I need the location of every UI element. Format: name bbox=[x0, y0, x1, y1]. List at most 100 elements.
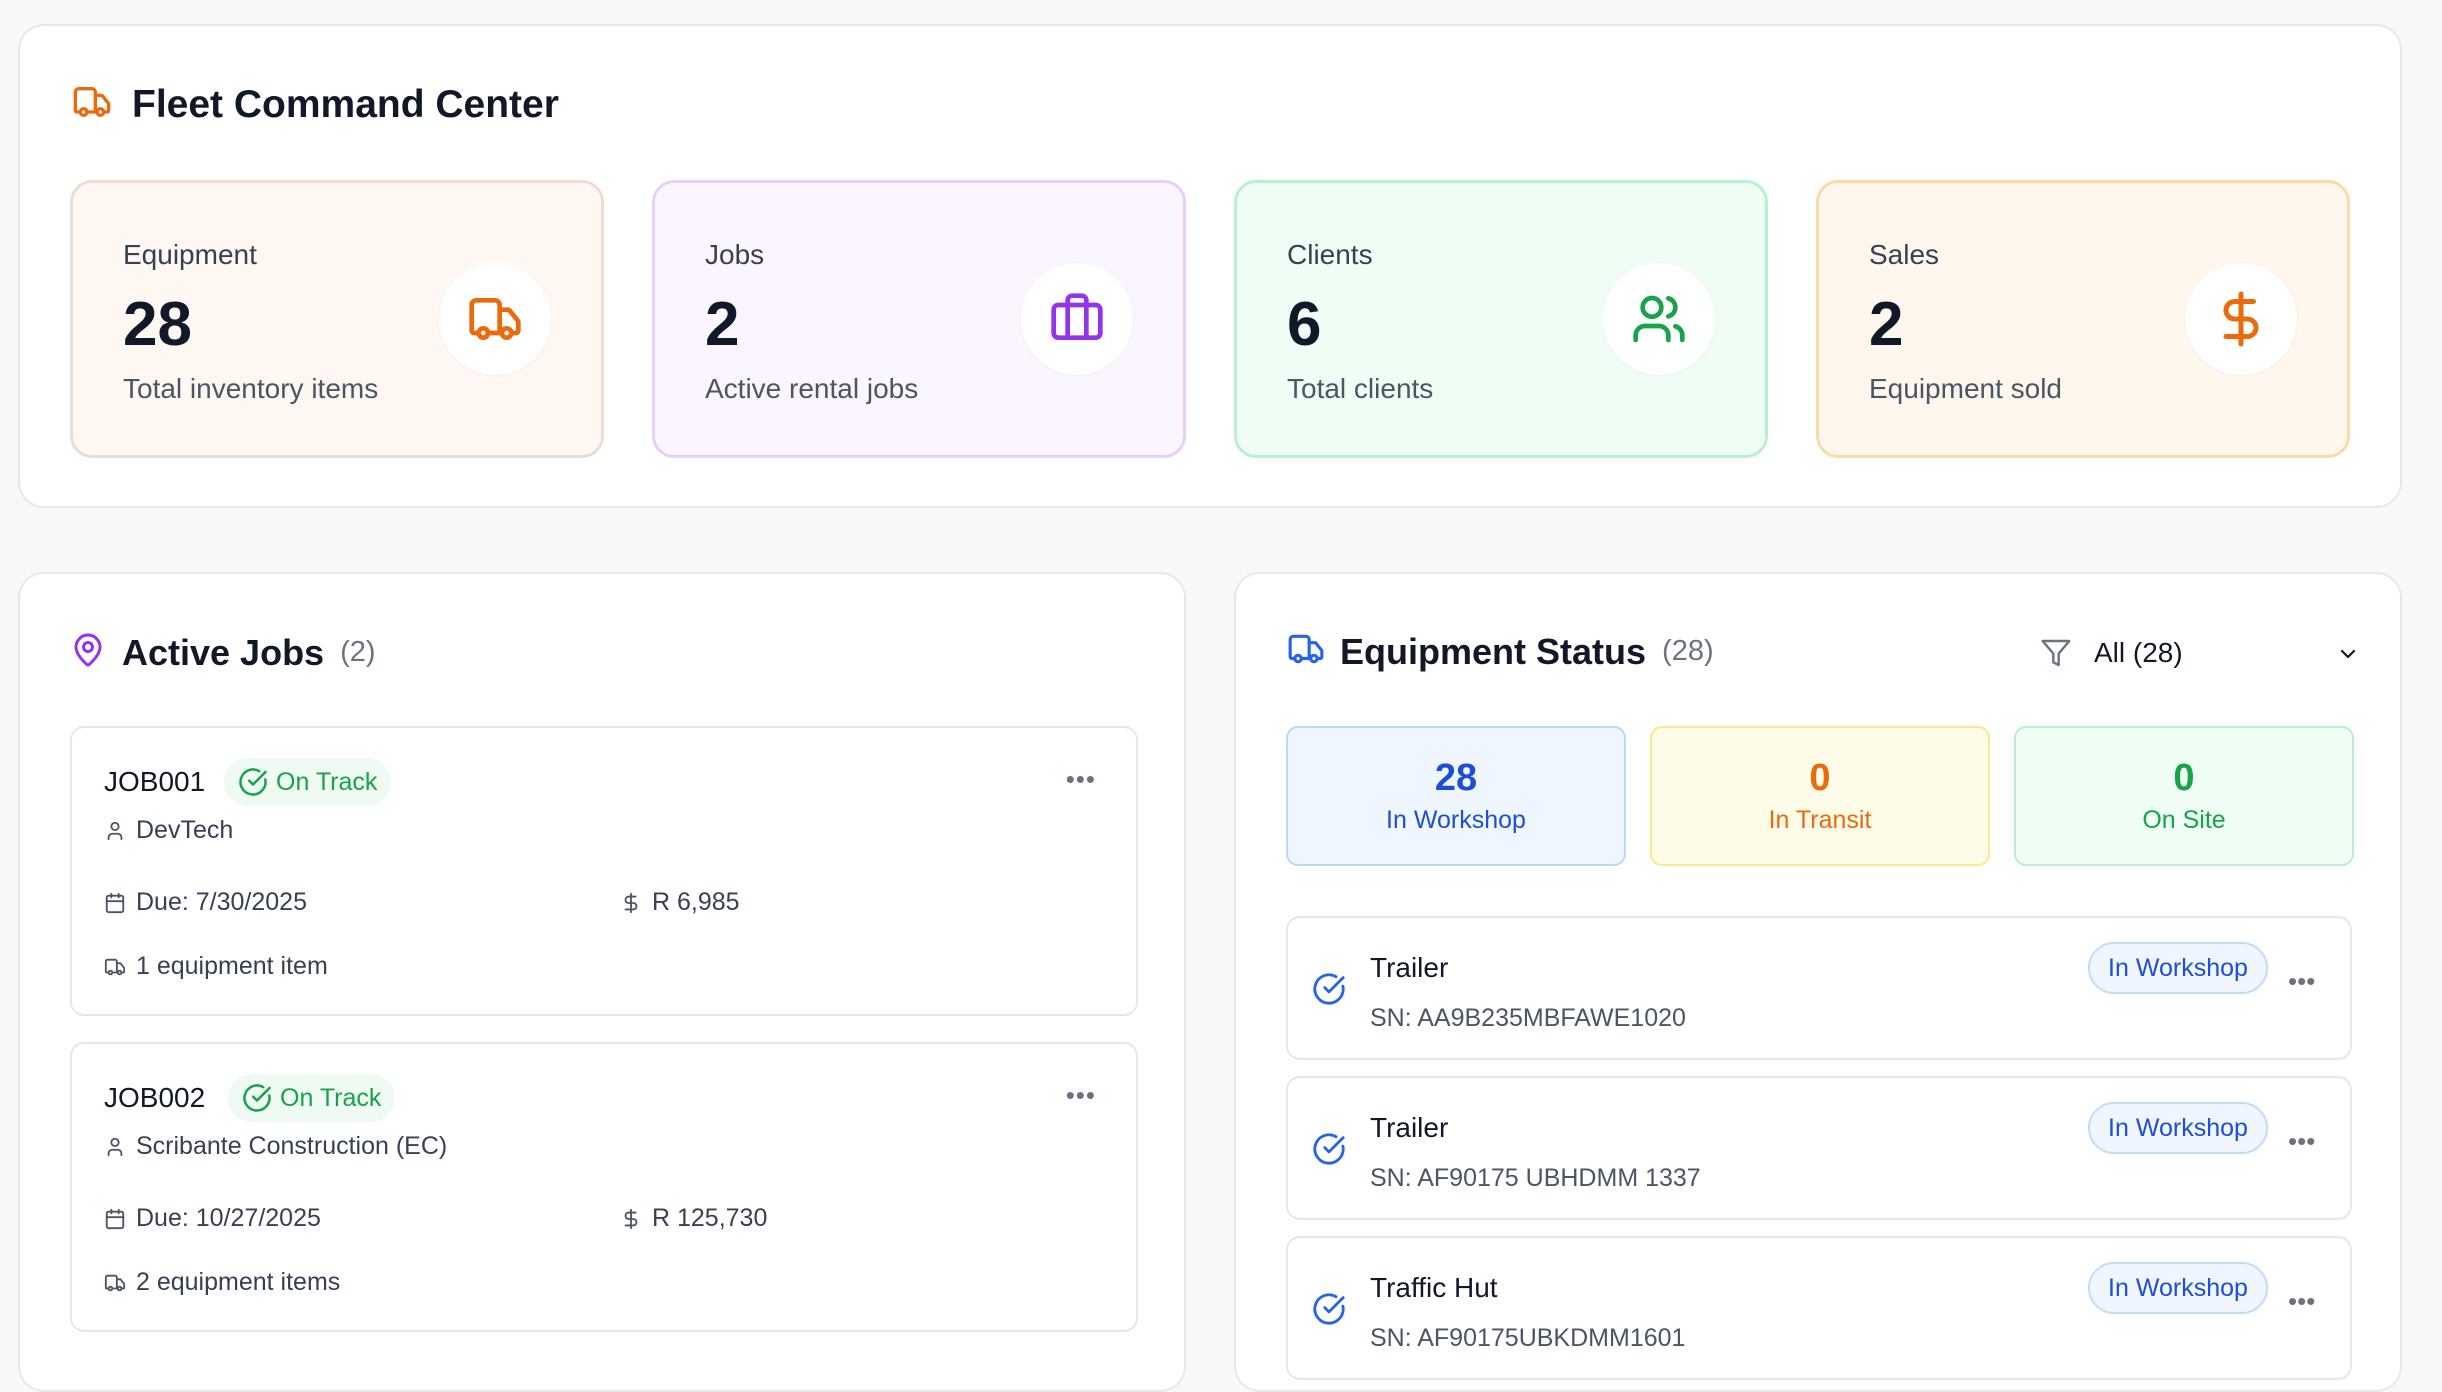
equipment-name: Traffic Hut bbox=[1370, 1272, 1498, 1303]
stat-value: 2 bbox=[1869, 290, 1904, 359]
equipment-status-panel: Equipment Status (28) All (28) 28 In Wor… bbox=[1234, 572, 2402, 1392]
briefcase-icon bbox=[1021, 263, 1133, 375]
truck-icon bbox=[1286, 630, 1326, 673]
job-equipment: 1 equipment item bbox=[104, 952, 328, 981]
status-badge: On Track bbox=[224, 758, 392, 806]
status-badge: In Workshop bbox=[2088, 1102, 2268, 1154]
job-id: JOB002 bbox=[104, 1082, 206, 1113]
stat-value: 2 bbox=[705, 290, 740, 359]
active-jobs-panel: Active Jobs (2) JOB001 On Track ••• DevT… bbox=[18, 572, 1186, 1392]
job-equipment-count: 2 equipment items bbox=[136, 1268, 341, 1296]
active-jobs-header: Active Jobs (2) bbox=[70, 630, 376, 675]
summary-in-transit[interactable]: 0 In Transit bbox=[1650, 726, 1990, 866]
more-options-button[interactable]: ••• bbox=[2288, 1286, 2316, 1316]
truck-icon bbox=[104, 1274, 126, 1291]
equipment-row[interactable]: Trailer SN: AF90175 UBHDMM 1337 In Works… bbox=[1286, 1076, 2352, 1220]
more-options-button[interactable]: ••• bbox=[1065, 764, 1096, 794]
user-icon bbox=[107, 821, 123, 840]
summary-count: 0 bbox=[1809, 757, 1831, 799]
job-card[interactable]: JOB002 On Track ••• Scribante Constructi… bbox=[70, 1042, 1138, 1332]
equipment-serial: SN: AF90175UBKDMM1601 bbox=[1370, 1324, 1686, 1352]
check-circle-icon bbox=[243, 1084, 271, 1112]
summary-on-site[interactable]: 0 On Site bbox=[2014, 726, 2354, 866]
equipment-serial: SN: AA9B235MBFAWE1020 bbox=[1370, 1004, 1686, 1032]
status-badge: In Workshop bbox=[2088, 942, 2268, 994]
chevron-down-icon bbox=[2340, 649, 2356, 659]
stat-value: 6 bbox=[1287, 290, 1322, 359]
stat-card-equipment[interactable]: Equipment 28 Total inventory items bbox=[70, 180, 604, 458]
check-circle-icon bbox=[239, 768, 267, 796]
job-equipment-count: 1 equipment item bbox=[136, 952, 328, 980]
equipment-status-title: Equipment Status bbox=[1340, 630, 1647, 672]
equipment-row[interactable]: Trailer SN: AA9B235MBFAWE1020 In Worksho… bbox=[1286, 916, 2352, 1060]
active-jobs-title: Active Jobs bbox=[122, 631, 325, 673]
summary-count: 28 bbox=[1434, 757, 1478, 799]
job-client: DevTech bbox=[104, 816, 233, 845]
job-equipment: 2 equipment items bbox=[104, 1268, 340, 1297]
stat-label: Clients bbox=[1287, 239, 1373, 270]
dollar-icon bbox=[2185, 263, 2297, 375]
check-circle-icon bbox=[1313, 1133, 1345, 1165]
stat-card-sales[interactable]: Sales 2 Equipment sold bbox=[1816, 180, 2350, 458]
stat-subtitle: Total clients bbox=[1287, 373, 1434, 404]
truck-icon bbox=[439, 263, 551, 375]
dollar-icon bbox=[624, 1208, 638, 1229]
truck-icon bbox=[104, 958, 126, 975]
dollar-icon bbox=[624, 892, 638, 913]
job-amount-value: R 6,985 bbox=[652, 888, 740, 916]
job-due-date: Due: 10/27/2025 bbox=[136, 1204, 321, 1232]
stat-subtitle: Equipment sold bbox=[1869, 373, 2063, 404]
status-badge: On Track bbox=[228, 1074, 396, 1122]
stat-label: Equipment bbox=[123, 239, 257, 270]
job-due-date: Due: 7/30/2025 bbox=[136, 888, 307, 916]
map-pin-icon bbox=[70, 630, 106, 675]
equipment-name: Trailer bbox=[1370, 952, 1449, 983]
job-due: Due: 7/30/2025 bbox=[104, 888, 307, 917]
status-filter-value: All (28) bbox=[2094, 637, 2183, 668]
equipment-serial: SN: AF90175 UBHDMM 1337 bbox=[1370, 1164, 1701, 1192]
stat-value: 28 bbox=[123, 290, 192, 359]
summary-label: On Site bbox=[2142, 806, 2226, 834]
overview-panel: Fleet Command Center Equipment 28 Total … bbox=[18, 24, 2402, 508]
truck-icon bbox=[70, 82, 114, 127]
job-client: Scribante Construction (EC) bbox=[104, 1132, 447, 1161]
calendar-icon bbox=[105, 892, 125, 913]
job-amount-value: R 125,730 bbox=[652, 1204, 768, 1232]
summary-in-workshop[interactable]: 28 In Workshop bbox=[1286, 726, 1626, 866]
summary-label: In Transit bbox=[1768, 806, 1872, 834]
check-circle-icon bbox=[1313, 973, 1345, 1005]
job-client-name: Scribante Construction (EC) bbox=[136, 1132, 448, 1160]
stat-subtitle: Active rental jobs bbox=[705, 373, 919, 404]
summary-label: In Workshop bbox=[1386, 806, 1526, 834]
page-title: Fleet Command Center bbox=[132, 82, 559, 126]
more-options-button[interactable]: ••• bbox=[2288, 1126, 2316, 1156]
job-due: Due: 10/27/2025 bbox=[104, 1204, 321, 1233]
status-filter-select[interactable]: All (28) bbox=[2040, 630, 2364, 676]
status-badge-label: On Track bbox=[276, 767, 378, 796]
job-amount: R 125,730 bbox=[620, 1204, 767, 1233]
stat-label: Sales bbox=[1869, 239, 1940, 270]
stat-subtitle: Total inventory items bbox=[123, 373, 379, 404]
stat-card-clients[interactable]: Clients 6 Total clients bbox=[1234, 180, 1768, 458]
more-options-button[interactable]: ••• bbox=[1065, 1080, 1096, 1110]
equipment-row[interactable]: Traffic Hut SN: AF90175UBKDMM1601 In Wor… bbox=[1286, 1236, 2352, 1380]
stat-card-jobs[interactable]: Jobs 2 Active rental jobs bbox=[652, 180, 1186, 458]
job-client-name: DevTech bbox=[136, 816, 234, 844]
job-id: JOB001 bbox=[104, 766, 206, 797]
more-options-button[interactable]: ••• bbox=[2288, 966, 2316, 996]
active-jobs-count: (2) bbox=[340, 636, 376, 668]
stat-label: Jobs bbox=[705, 239, 765, 270]
equipment-status-count: (28) bbox=[1662, 635, 1714, 667]
equipment-name: Trailer bbox=[1370, 1112, 1449, 1143]
job-amount: R 6,985 bbox=[620, 888, 740, 917]
check-circle-icon bbox=[1313, 1293, 1345, 1325]
user-icon bbox=[107, 1137, 123, 1156]
calendar-icon bbox=[105, 1208, 125, 1229]
status-badge: In Workshop bbox=[2088, 1262, 2268, 1314]
equipment-status-header: Equipment Status (28) bbox=[1286, 630, 1714, 673]
status-badge-label: On Track bbox=[280, 1083, 382, 1112]
users-icon bbox=[1603, 263, 1715, 375]
page-header: Fleet Command Center bbox=[70, 82, 559, 127]
job-card[interactable]: JOB001 On Track ••• DevTech Due: 7/30/20… bbox=[70, 726, 1138, 1016]
filter-icon bbox=[2041, 639, 2071, 667]
